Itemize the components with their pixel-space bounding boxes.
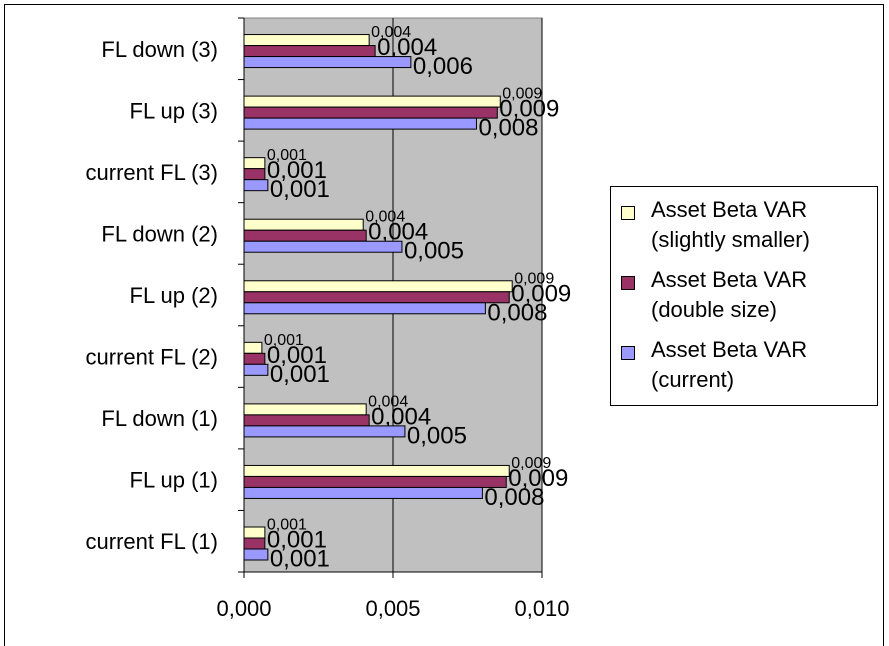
x-tick-label: 0,005 — [365, 596, 420, 621]
data-label: 0,008 — [484, 484, 544, 511]
data-label: 0,009 — [511, 280, 571, 307]
bar — [243, 291, 510, 304]
bar — [243, 414, 370, 427]
legend: Asset Beta VAR (slightly smaller) Asset … — [610, 186, 878, 406]
data-label: 0,008 — [487, 299, 547, 326]
legend-label-line1: Asset Beta VAR — [651, 267, 808, 292]
bar — [243, 218, 364, 231]
y-tick-label: FL up (3) — [130, 98, 218, 123]
bar — [243, 95, 501, 108]
y-tick-label: FL up (1) — [130, 468, 218, 493]
data-label: 0,001 — [267, 157, 327, 184]
legend-label-line2: (slightly smaller) — [651, 227, 810, 252]
data-label: 0,005 — [407, 422, 467, 449]
bar — [243, 45, 376, 58]
bar — [243, 280, 513, 293]
y-tick-label: current FL (3) — [86, 160, 218, 185]
data-label: 0,009 — [514, 270, 554, 287]
bar — [243, 229, 367, 242]
bar — [243, 475, 507, 488]
bar — [243, 341, 263, 354]
data-label: 0,001 — [270, 546, 330, 573]
data-label: 0,001 — [270, 176, 330, 203]
bar — [243, 34, 370, 47]
legend-swatch-double-size — [621, 276, 635, 290]
bar — [243, 363, 269, 376]
data-label: 0,009 — [511, 455, 551, 472]
bar — [243, 548, 269, 561]
y-tick-label: FL down (3) — [101, 37, 218, 62]
data-label: 0,008 — [478, 115, 538, 142]
data-label: 0,009 — [502, 86, 542, 103]
bar — [243, 352, 266, 365]
data-label: 0,005 — [404, 238, 464, 265]
chart-frame — [4, 4, 884, 646]
bar — [243, 464, 510, 477]
legend-label-slightly-smaller: Asset Beta VAR (slightly smaller) — [651, 195, 881, 255]
bar — [243, 425, 406, 438]
legend-swatch-slightly-smaller — [621, 206, 635, 220]
bar — [243, 302, 486, 315]
legend-label-current: Asset Beta VAR (current) — [651, 335, 881, 395]
bar — [243, 56, 412, 69]
y-tick-label: current FL (1) — [86, 529, 218, 554]
bar — [243, 168, 266, 181]
y-tick-label: FL up (2) — [130, 283, 218, 308]
bar — [243, 403, 367, 416]
legend-swatch-current — [621, 346, 635, 360]
data-label: 0,001 — [267, 517, 307, 534]
bar — [243, 537, 266, 550]
y-tick-label: FL down (1) — [101, 406, 218, 431]
legend-label-double-size: Asset Beta VAR (double size) — [651, 265, 881, 325]
bar — [243, 117, 477, 130]
data-label: 0,001 — [267, 342, 327, 369]
data-label: 0,001 — [264, 332, 304, 349]
data-label: 0,004 — [371, 24, 411, 41]
data-label: 0,001 — [267, 527, 327, 554]
data-label: 0,001 — [270, 361, 330, 388]
y-tick-label: current FL (2) — [86, 345, 218, 370]
data-label: 0,004 — [365, 209, 405, 226]
bar — [243, 179, 269, 192]
legend-label-line2: (current) — [651, 367, 735, 392]
legend-label-line1: Asset Beta VAR — [651, 337, 808, 362]
data-label: 0,006 — [413, 53, 473, 80]
y-tick-label: FL down (2) — [101, 221, 218, 246]
bar — [243, 157, 266, 170]
x-tick-label: 0,010 — [514, 596, 569, 621]
data-label: 0,001 — [267, 147, 307, 164]
bar — [243, 486, 483, 499]
bar — [243, 526, 266, 539]
bar — [243, 240, 403, 253]
data-label: 0,009 — [508, 465, 568, 492]
data-label: 0,009 — [499, 96, 559, 123]
legend-label-line1: Asset Beta VAR — [651, 197, 808, 222]
data-label: 0,004 — [368, 393, 408, 410]
bar — [243, 106, 498, 119]
legend-label-line2: (double size) — [651, 297, 777, 322]
x-tick-label: 0,000 — [216, 596, 271, 621]
